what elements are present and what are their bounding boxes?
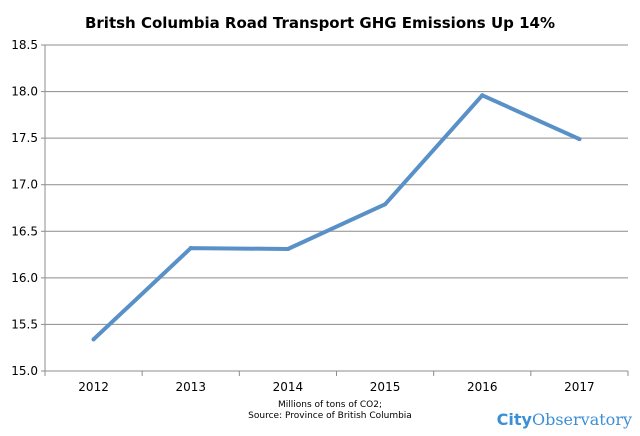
x-tick-label: 2014 bbox=[273, 380, 304, 394]
series-line bbox=[91, 93, 582, 342]
y-tick-label: 16.0 bbox=[11, 271, 38, 285]
series-layer bbox=[91, 93, 582, 342]
y-tick-label: 15.5 bbox=[11, 317, 38, 331]
y-tick-label: 17.0 bbox=[11, 178, 38, 192]
x-tick-label: 2013 bbox=[175, 380, 206, 394]
x-tick-label: 2012 bbox=[78, 380, 109, 394]
x-tick-label: 2017 bbox=[564, 380, 595, 394]
x-axis: 2012 2013 2014 2015 2016 2017 bbox=[44, 370, 629, 394]
data-point bbox=[285, 246, 290, 251]
city-observatory-logo: CityObservatory bbox=[497, 410, 632, 429]
caption-source: Source: Province of British Columbia bbox=[248, 411, 412, 421]
data-point bbox=[383, 202, 388, 207]
data-point bbox=[480, 93, 485, 98]
data-point bbox=[577, 137, 582, 142]
x-tick-label: 2016 bbox=[467, 380, 498, 394]
y-tick-label: 18.5 bbox=[11, 38, 38, 52]
y-axis: 15.0 15.5 16.0 16.5 17.0 17.5 18.0 18.5 bbox=[11, 38, 46, 378]
y-tick-label: 17.5 bbox=[11, 131, 38, 145]
logo-observatory-text: Observatory bbox=[532, 410, 632, 429]
chart-title: Britsh Columbia Road Transport GHG Emiss… bbox=[85, 14, 555, 32]
y-tick-label: 16.5 bbox=[11, 224, 38, 238]
gridlines bbox=[45, 44, 628, 325]
data-point bbox=[188, 246, 193, 251]
data-point bbox=[91, 337, 96, 342]
y-tick-label: 18.0 bbox=[11, 85, 38, 99]
svg-text:CityObservatory: CityObservatory bbox=[497, 410, 632, 429]
y-tick-label: 15.0 bbox=[11, 364, 38, 378]
caption-units: Millions of tons of CO2; bbox=[278, 400, 382, 410]
logo-city-text: City bbox=[497, 410, 533, 429]
x-tick-label: 2015 bbox=[370, 380, 401, 394]
